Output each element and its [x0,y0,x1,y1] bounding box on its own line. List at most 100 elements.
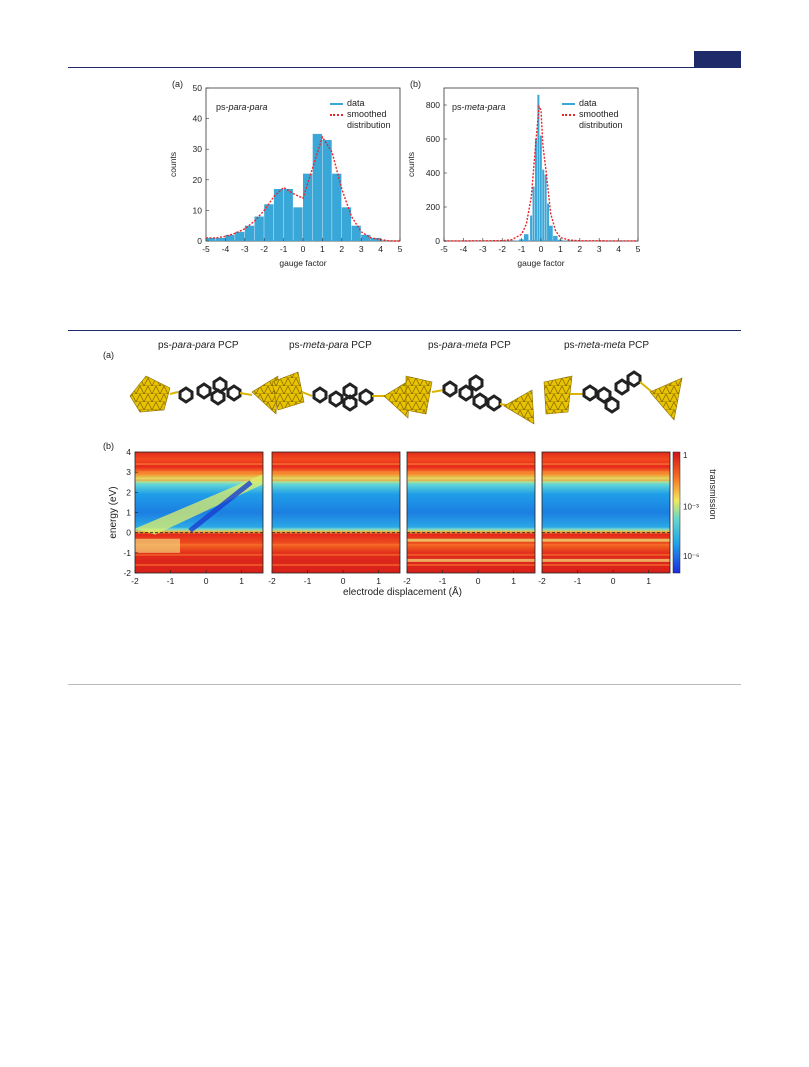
hist-b-xtick-label: 5 [636,244,641,254]
hist-a-bar [244,225,255,241]
heatmap-panel-2-xtick-label: -1 [304,576,312,586]
colorbar-tick-label: 1 [683,451,688,460]
heatmap-panel-2-band [272,543,400,546]
heatmap-panel-1-band [135,479,263,482]
heatmap-panel-3-band [407,563,535,566]
heatmap-panel-1-band [135,471,263,474]
hist-a-xtick-label: 4 [378,244,383,254]
legend-b-data: data [579,98,597,108]
panel-b-title: ps-meta-para [452,102,506,112]
hist-a-bar [351,225,361,241]
hist-a-xtick-label: 3 [359,244,364,254]
hist-b-bar [530,215,533,241]
hist-b-bar [524,234,529,241]
figure1-panel-b-tag: (b) [410,79,421,89]
heatmap-panel-3-band [407,463,535,466]
heatmap-ytick-label: 3 [126,467,131,477]
hist-a-xtick-label: 0 [301,244,306,254]
heatmap-ytick-label: 1 [126,508,131,518]
heatmap-panel-1-xtick-label: 1 [239,576,244,586]
heatmap-panel-3-frame [406,451,536,574]
heatmap-panel-3-band [407,479,535,482]
hist-a-bar [312,133,322,241]
heatmap-panel-2-band [272,553,400,556]
hist-a-bar [303,173,313,241]
heatmap-ytick-label: 2 [126,487,131,497]
junction-para-para [129,375,279,415]
heatmap-panel-1-xtick-label: 0 [204,576,209,586]
figure2-panel-b-tag: (b) [103,441,114,451]
heatmap-panel-3-gapedge [407,538,535,542]
heatmap-panel-4-xtick-label: 1 [646,576,651,586]
hist-b-bar [534,139,537,241]
hist-a-bar [361,234,371,241]
heatmap-panel-2-xtick-label: 1 [376,576,381,586]
hist-a-xlabel: gauge factor [279,258,326,268]
colorbar-tick-label: 10⁻³ [683,502,699,511]
heatmap-ytick-label: 4 [126,447,131,457]
legend-a-smooth: smoothed [347,109,387,119]
heatmap-panel-4: -2 -1 0 1 [538,451,671,586]
hist-b-xtick-label: -2 [498,244,506,254]
column-title-para-para: ps-para-para PCP [158,340,239,351]
heatmap-xlabel: electrode displacement (Å) [343,585,462,598]
hist-b-xtick-label: -3 [479,244,487,254]
heatmap-panel-1: -2 -1 0 1 [131,451,264,586]
heatmap-ylabel: energy (eV) [108,486,119,538]
hist-b-bar [539,135,542,241]
hist-b-xtick-label: -4 [460,244,468,254]
heatmap-panel-4-band [542,479,670,482]
hist-b-xlabel: gauge factor [517,258,564,268]
hist-a-bar [370,237,381,241]
hist-a-xtick-label: 1 [320,244,325,254]
hist-a-xtick-label: -5 [202,244,210,254]
heatmap-panel-2-xtick-label: 0 [341,576,346,586]
heatmap-ytick-label: -1 [123,548,131,558]
legend-b-smooth: smoothed [579,109,619,119]
hist-a-ytick-label: 0 [197,236,202,246]
transmission-heatmaps: -2 -1 0 1 -2 -1 0 1 -2 -1 0 1 -2 -1 0 1 -2 -1 0 1 2 3 4 energy … [108,447,718,598]
hist-a-xtick-label: -2 [260,244,268,254]
hist-b-ytick-label: 800 [426,100,440,110]
hist-b-xtick-label: 3 [597,244,602,254]
hist-a-xtick-label: 5 [398,244,403,254]
hist-b-bar [548,225,553,241]
hist-a-xtick-label: -1 [280,244,288,254]
hist-b-bar [547,203,550,241]
legend-a-smooth-2: distribution [347,120,391,130]
heatmap-panel-3-band [407,543,535,546]
legend-b-smooth-2: distribution [579,120,623,130]
heatmap-panel-3-band [407,471,535,474]
heatmap-panel-4-band [542,463,670,466]
heatmap-panel-1-low-feature [135,538,180,553]
heatmap-panel-2-band [272,563,400,566]
column-title-meta-para: ps-meta-para PCP [289,340,372,351]
hist-a-bar [235,231,245,241]
heatmap-panel-1-band [135,463,263,466]
hist-a-ytick-label: 20 [193,175,203,185]
hist-b-bar [514,240,519,241]
hist-b-bar [553,235,558,241]
molecular-junction-images [129,370,683,425]
hist-a-bar [341,207,352,241]
hist-a-bar [332,173,342,241]
hist-b-xtick-label: 0 [539,244,544,254]
heatmap-panel-2: -2 -1 0 1 [268,451,401,586]
heatmap-panel-3-band [407,553,535,556]
heatmap-panel-4-xtick-label: -1 [574,576,582,586]
heatmap-panel-3-xtick-label: -1 [439,576,447,586]
heatmap-panel-4-xtick-label: 0 [611,576,616,586]
heatmap-ytick-label: -2 [123,568,131,578]
hist-a-bar [215,237,225,241]
heatmap-panel-4-xtick-label: -2 [538,576,546,586]
colorbar-tick-label: 10⁻⁶ [683,552,699,561]
hist-a-xtick-label: -4 [222,244,230,254]
hist-b-ylabel: counts [406,152,416,177]
heatmap-panel-4-gapedge [542,538,670,542]
heatmap-panel-4-band [542,471,670,474]
panel-a-title: ps-para-para [216,102,268,112]
hist-b-ytick-label: 600 [426,134,440,144]
hist-a-bar [264,204,274,241]
hist-a-bar [283,188,293,241]
hist-a-ytick-label: 50 [193,83,203,93]
